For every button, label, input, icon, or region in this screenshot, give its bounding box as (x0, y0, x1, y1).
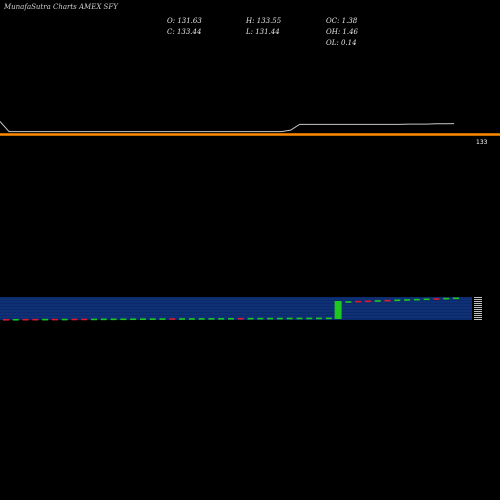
volume-bar (257, 317, 264, 320)
volume-bar (267, 317, 274, 320)
volume-axis-tick (474, 299, 482, 300)
volume-bar (12, 318, 19, 321)
volume-bar (443, 297, 450, 300)
volume-axis-tick (474, 313, 482, 314)
volume-axis-tick (474, 311, 482, 312)
price-axis-label: 133 (476, 139, 488, 146)
volume-bar (394, 299, 401, 302)
close-value: C: 133.44 (167, 28, 202, 36)
oc-value: OC: 1.38 (326, 17, 358, 25)
volume-bar (374, 300, 381, 302)
volume-axis-tick (474, 315, 482, 316)
volume-bar (433, 298, 440, 300)
oh-value: OH: 1.46 (326, 28, 359, 36)
volume-bar (364, 300, 371, 303)
volume-bar (237, 317, 244, 320)
volume-axis-tick (474, 307, 482, 308)
volume-bar (413, 298, 420, 301)
volume-panel (0, 297, 482, 321)
volume-bar (22, 318, 29, 321)
volume-bar (355, 300, 362, 303)
volume-bar (100, 318, 107, 321)
volume-axis-tick (474, 319, 482, 320)
volume-bar (169, 318, 176, 320)
volume-axis-tick (474, 297, 482, 298)
volume-bar (32, 318, 39, 321)
volume-bar (159, 318, 166, 320)
volume-bar (51, 318, 58, 321)
volume-bar (130, 318, 137, 321)
volume-bar (325, 317, 332, 320)
volume-panel-background (0, 297, 472, 320)
volume-bar (306, 317, 313, 320)
volume-bar (110, 318, 117, 321)
volume-axis-tick (474, 305, 482, 306)
volume-bar (91, 318, 98, 321)
volume-axis-tick (474, 303, 482, 304)
volume-bar (247, 317, 254, 320)
volume-bar (179, 318, 186, 320)
volume-bar (423, 298, 430, 301)
volume-bar (276, 317, 283, 320)
high-value: H: 133.55 (246, 17, 282, 25)
volume-bar (139, 318, 146, 320)
volume-bar (42, 318, 49, 321)
volume-bar (120, 318, 127, 321)
open-value: O: 131.63 (167, 17, 202, 25)
volume-bar (345, 301, 352, 303)
low-value: L: 131.44 (246, 28, 280, 36)
brand-title: MunafaSutra Charts AMEX SFY (4, 3, 118, 11)
volume-bar (61, 318, 68, 321)
volume-bar (3, 319, 9, 321)
price-panel: 133 (0, 121, 500, 146)
volume-spike-bar (334, 301, 342, 319)
volume-bar (228, 317, 234, 320)
volume-bar (404, 299, 411, 301)
volume-bar (286, 317, 293, 320)
volume-axis-tick (474, 309, 482, 310)
volume-bar (188, 318, 195, 320)
volume-bar (384, 299, 391, 302)
volume-bar (198, 318, 205, 320)
ol-value: OL: 0.14 (326, 39, 357, 47)
volume-bar (208, 318, 215, 320)
volume-axis-tick (474, 301, 482, 302)
volume-bar (453, 297, 459, 300)
volume-bar (218, 318, 225, 320)
volume-bar (296, 317, 303, 320)
price-line (0, 121, 455, 133)
volume-axis-tick (474, 317, 482, 318)
volume-bar (149, 318, 156, 320)
volume-bar (81, 318, 88, 321)
volume-bar (71, 318, 78, 321)
volume-bar (316, 317, 323, 320)
